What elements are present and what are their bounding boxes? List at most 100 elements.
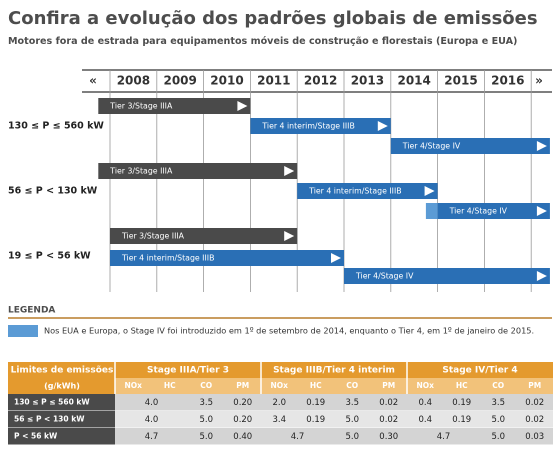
bar-label: Tier 3/Stage IIIA [109, 102, 173, 111]
phase-bar [297, 183, 438, 199]
bar-arrow [424, 186, 435, 196]
phase-bar [98, 98, 251, 114]
prev-arrow: « [89, 74, 97, 88]
value-cell: 3.5 [345, 398, 359, 408]
table-header [8, 362, 553, 378]
value-cell: 5.0 [491, 415, 505, 425]
value-cell: 0.19 [306, 398, 325, 408]
column-header: NOx [417, 381, 435, 390]
bar-label: Tier 4/Stage IV [355, 272, 414, 281]
bar-arrow [536, 141, 547, 151]
column-header: NOx [125, 381, 143, 390]
row-cell [115, 428, 553, 445]
bar-label: Tier 3/Stage IIIA [121, 232, 185, 241]
legend-text: Nos EUA e Europa, o Stage IV foi introdu… [44, 326, 534, 336]
group-header: Stage IV/Tier 4 [442, 366, 517, 376]
table-unit: (g/kWh) [44, 382, 80, 391]
value-cell: 0.19 [452, 415, 471, 425]
year-label: 2014 [397, 74, 430, 88]
row-label-cell [8, 411, 115, 428]
title: Confira a evolução dos padrões globais d… [8, 8, 538, 29]
value-cell: 0.02 [525, 415, 544, 425]
phase-bar [98, 163, 298, 179]
group-header: Stage IIIA/Tier 3 [147, 366, 229, 376]
value-cell: 0.4 [418, 415, 432, 425]
row-label: 56 ≤ P < 130 kW [14, 415, 85, 424]
phase-bar [110, 228, 298, 244]
column-header: CO [492, 381, 504, 390]
column-header: PM [528, 381, 541, 390]
value-cell: 5.0 [345, 415, 359, 425]
row-label-cell [8, 394, 115, 411]
bar-arrow [237, 101, 248, 111]
value-cell: 0.40 [233, 432, 252, 442]
value-cell: 4.7 [145, 432, 159, 442]
value-cell: 4.7 [291, 432, 305, 442]
value-cell: 4.0 [145, 415, 159, 425]
value-cell: 4.7 [437, 432, 451, 442]
row-cell [115, 394, 553, 411]
value-cell: 4.0 [145, 398, 159, 408]
value-cell: 2.0 [272, 398, 286, 408]
next-arrow: » [535, 74, 543, 88]
value-cell: 3.5 [491, 398, 505, 408]
bar-label: Tier 4/Stage IV [402, 142, 461, 151]
bar-arrow [536, 271, 547, 281]
year-label: 2013 [351, 74, 384, 88]
column-header: PM [382, 381, 395, 390]
value-cell: 0.19 [306, 415, 325, 425]
column-header: HC [456, 381, 468, 390]
row-cell [115, 411, 553, 428]
phase-bar [250, 118, 391, 134]
value-cell: 0.20 [233, 415, 252, 425]
column-header: CO [346, 381, 358, 390]
value-cell: 0.30 [379, 432, 398, 442]
year-label: 2011 [257, 74, 290, 88]
year-label: 2012 [304, 74, 337, 88]
column-header: HC [164, 381, 176, 390]
year-label: 2008 [117, 74, 150, 88]
phase-bar [344, 268, 550, 284]
bar-label: Tier 4 interim/Stage IIIB [261, 122, 354, 131]
table-corner: Limites de emissões [11, 366, 114, 376]
bar-arrow [377, 121, 388, 131]
value-cell: 5.0 [199, 415, 213, 425]
year-label: 2016 [491, 74, 524, 88]
value-cell: 0.02 [525, 398, 544, 408]
group-header: Stage IIIB/Tier 4 interim [273, 366, 395, 376]
value-cell: 0.02 [379, 415, 398, 425]
row-label: 56 ≤ P < 130 kW [8, 186, 98, 197]
value-cell: 0.02 [379, 398, 398, 408]
phase-bar [110, 250, 344, 266]
column-header: CO [200, 381, 212, 390]
bar-arrow [284, 166, 295, 176]
bar-label: Tier 4 interim/Stage IIIB [121, 254, 214, 263]
row-label: 130 ≤ P ≤ 560 kW [14, 398, 90, 407]
legend-swatch [8, 325, 38, 337]
column-header: PM [236, 381, 249, 390]
column-header: HC [310, 381, 322, 390]
bar-label: Tier 4 interim/Stage IIIB [308, 187, 401, 196]
row-label: P < 56 kW [14, 432, 58, 441]
phase-bar [437, 203, 550, 219]
row-label-cell [8, 428, 115, 445]
bar-label: Tier 3/Stage IIIA [109, 167, 173, 176]
value-cell: 5.0 [345, 432, 359, 442]
bar-label: Tier 4/Stage IV [449, 207, 508, 216]
legend-title: LEGENDA [8, 306, 55, 316]
table-corner-sub [8, 378, 115, 394]
value-cell: 5.0 [199, 432, 213, 442]
value-cell: 3.5 [199, 398, 213, 408]
bar-arrow [284, 231, 295, 241]
value-cell: 0.4 [418, 398, 432, 408]
year-label: 2010 [210, 74, 243, 88]
column-header: NOx [271, 381, 289, 390]
value-cell: 0.20 [233, 398, 252, 408]
row-label: 130 ≤ P ≤ 560 kW [8, 121, 104, 132]
subtitle: Motores fora de estrada para equipamento… [8, 35, 517, 47]
value-cell: 5.0 [491, 432, 505, 442]
value-cell: 3.4 [272, 415, 286, 425]
phase-bar [390, 138, 550, 154]
bar-arrow [536, 206, 547, 216]
